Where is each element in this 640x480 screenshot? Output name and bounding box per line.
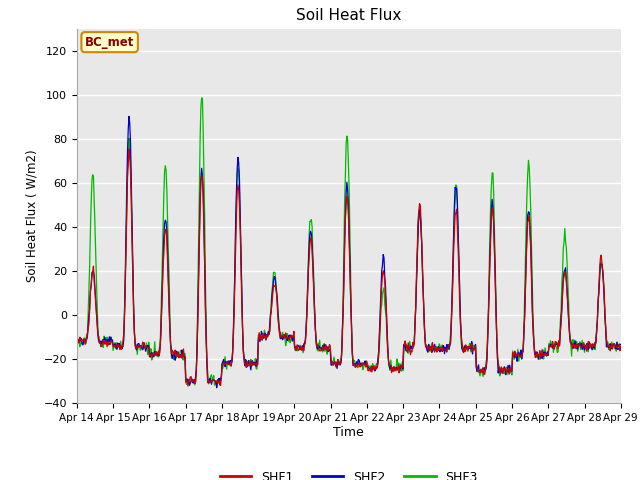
SHF2 — [213, 385, 221, 391]
SHF1 — [140, 340, 147, 346]
SHF3 — [139, 345, 147, 350]
SHF2 — [73, 338, 81, 344]
Title: Soil Heat Flux: Soil Heat Flux — [296, 9, 401, 24]
Line: SHF3: SHF3 — [77, 98, 621, 386]
SHF2 — [140, 346, 147, 351]
SHF3 — [617, 345, 625, 351]
SHF2 — [125, 113, 133, 119]
SHF3 — [83, 331, 90, 337]
X-axis label: Time: Time — [333, 426, 364, 439]
SHF3 — [224, 361, 232, 367]
Y-axis label: Soil Heat Flux ( W/m2): Soil Heat Flux ( W/m2) — [25, 150, 38, 282]
SHF3 — [198, 95, 205, 101]
SHF2 — [417, 212, 424, 218]
SHF2 — [83, 336, 90, 342]
SHF1 — [224, 361, 232, 367]
SHF1 — [617, 344, 625, 349]
SHF3 — [73, 338, 81, 344]
SHF3 — [213, 383, 221, 389]
SHF1 — [417, 203, 424, 208]
Line: SHF1: SHF1 — [77, 149, 621, 386]
SHF3 — [433, 344, 440, 349]
SHF1 — [433, 346, 440, 352]
Line: SHF2: SHF2 — [77, 116, 621, 388]
SHF1 — [83, 336, 90, 342]
SHF1 — [184, 383, 192, 389]
Legend: SHF1, SHF2, SHF3: SHF1, SHF2, SHF3 — [214, 466, 483, 480]
SHF2 — [617, 341, 625, 347]
SHF2 — [224, 361, 232, 367]
Text: BC_met: BC_met — [85, 36, 134, 48]
SHF1 — [125, 146, 133, 152]
SHF1 — [73, 339, 81, 345]
SHF2 — [433, 347, 440, 352]
SHF1 — [196, 240, 204, 245]
SHF3 — [417, 215, 424, 220]
SHF3 — [194, 290, 202, 296]
SHF2 — [195, 271, 202, 277]
